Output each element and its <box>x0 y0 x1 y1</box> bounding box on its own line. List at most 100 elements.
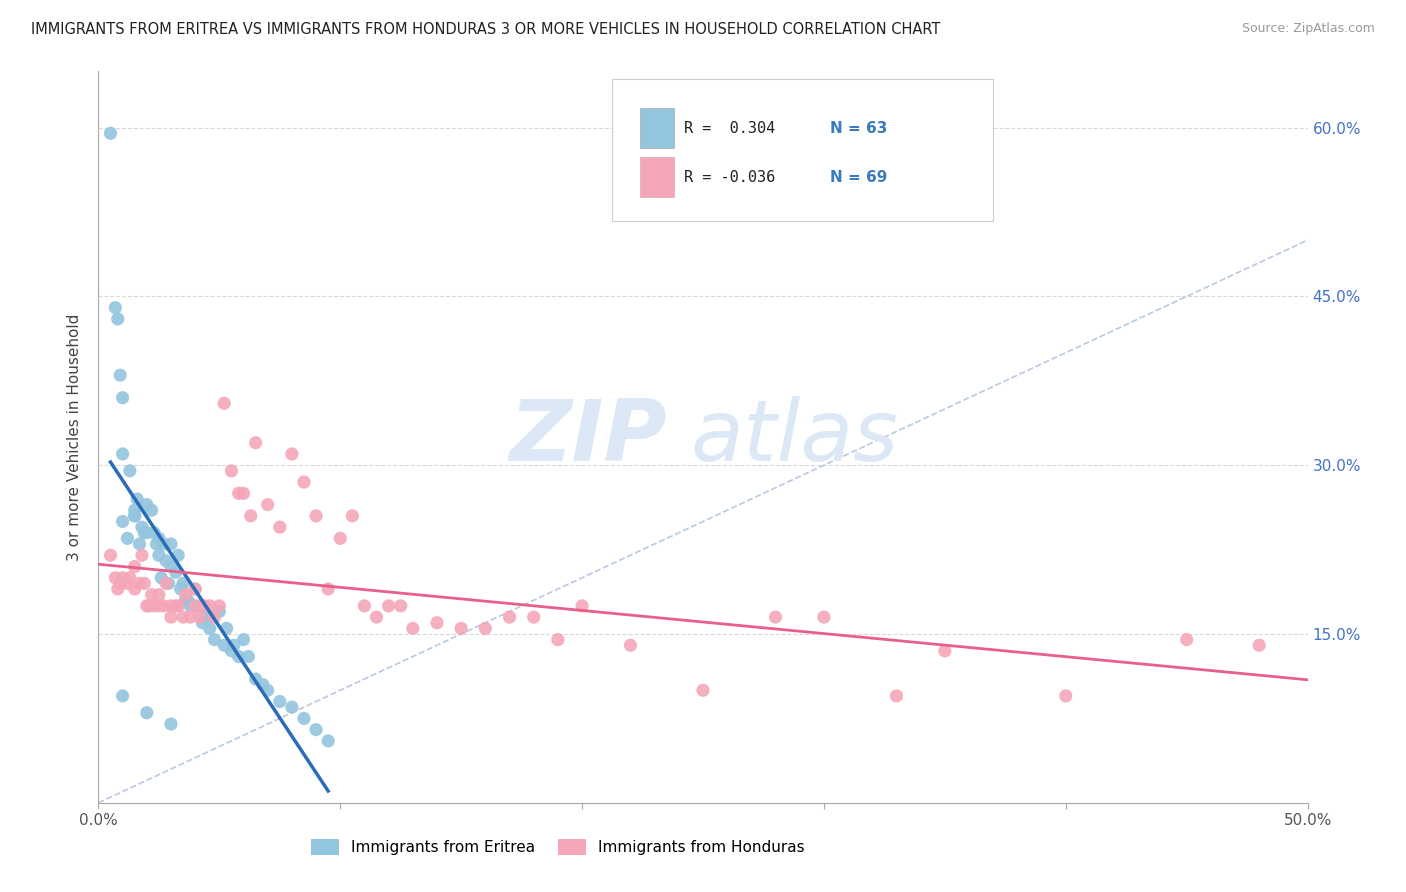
Point <box>174 588 197 602</box>
Point <box>1175 632 1198 647</box>
Point <box>172 576 194 591</box>
Point <box>188 610 211 624</box>
Point <box>305 723 328 737</box>
Point <box>111 447 134 461</box>
Point <box>135 525 157 540</box>
Point <box>212 396 235 410</box>
Point <box>143 525 166 540</box>
Point <box>188 599 211 613</box>
Point <box>292 711 315 725</box>
Point <box>523 610 546 624</box>
Point <box>111 689 134 703</box>
Point <box>148 548 170 562</box>
Point <box>305 508 328 523</box>
Point <box>143 599 166 613</box>
Point <box>118 571 141 585</box>
Point <box>195 610 218 624</box>
Point <box>498 610 520 624</box>
Point <box>256 683 278 698</box>
Point <box>813 610 835 624</box>
Point <box>215 621 238 635</box>
FancyBboxPatch shape <box>640 157 673 197</box>
Point <box>124 508 146 523</box>
Point <box>127 491 149 506</box>
Point <box>157 576 180 591</box>
Point <box>160 610 183 624</box>
Point <box>155 554 177 568</box>
Point <box>160 599 183 613</box>
Point <box>198 621 221 635</box>
Point <box>228 649 250 664</box>
Point <box>198 599 221 613</box>
Point <box>281 447 304 461</box>
Point <box>934 644 956 658</box>
Point <box>204 632 226 647</box>
Point <box>124 582 146 596</box>
Point <box>117 532 139 546</box>
Point <box>184 599 207 613</box>
Point <box>177 593 200 607</box>
Point <box>104 301 127 315</box>
Point <box>194 605 217 619</box>
Text: N = 69: N = 69 <box>830 169 887 185</box>
Point <box>155 576 177 591</box>
Point <box>269 520 291 534</box>
Point <box>366 610 388 624</box>
Point <box>131 520 153 534</box>
Point <box>135 498 157 512</box>
Point <box>145 537 167 551</box>
Y-axis label: 3 or more Vehicles in Household: 3 or more Vehicles in Household <box>67 313 83 561</box>
Point <box>269 694 291 708</box>
Point <box>245 435 267 450</box>
Point <box>316 582 339 596</box>
Point <box>232 486 254 500</box>
Point <box>191 615 214 630</box>
Point <box>152 599 174 613</box>
Point <box>141 503 163 517</box>
Point <box>212 638 235 652</box>
Point <box>292 475 315 489</box>
Point <box>108 368 131 383</box>
Point <box>342 508 364 523</box>
Point <box>221 464 243 478</box>
Point <box>474 621 496 635</box>
Point <box>141 588 163 602</box>
Point <box>619 638 641 652</box>
Point <box>692 683 714 698</box>
Text: atlas: atlas <box>690 395 898 479</box>
Point <box>150 571 173 585</box>
Point <box>148 588 170 602</box>
Point <box>152 537 174 551</box>
Point <box>194 599 217 613</box>
Point <box>124 503 146 517</box>
Point <box>389 599 412 613</box>
Point <box>184 582 207 596</box>
Point <box>316 734 339 748</box>
Point <box>160 717 183 731</box>
Point <box>138 599 160 613</box>
Point <box>128 537 150 551</box>
Point <box>353 599 375 613</box>
Point <box>377 599 399 613</box>
Text: R =  0.304: R = 0.304 <box>683 121 775 136</box>
FancyBboxPatch shape <box>613 78 993 221</box>
Point <box>165 599 187 613</box>
Point <box>134 576 156 591</box>
Point <box>134 525 156 540</box>
Point <box>100 548 122 562</box>
Point <box>886 689 908 703</box>
Point <box>450 621 472 635</box>
Point <box>111 571 134 585</box>
Point <box>117 576 139 591</box>
Point <box>160 559 183 574</box>
Point <box>426 615 449 630</box>
Point <box>100 126 122 140</box>
Point <box>160 537 183 551</box>
Point <box>402 621 425 635</box>
Point <box>571 599 593 613</box>
Point <box>245 672 267 686</box>
Point <box>167 548 190 562</box>
Text: N = 63: N = 63 <box>830 121 887 136</box>
Point <box>765 610 787 624</box>
Point <box>135 706 157 720</box>
